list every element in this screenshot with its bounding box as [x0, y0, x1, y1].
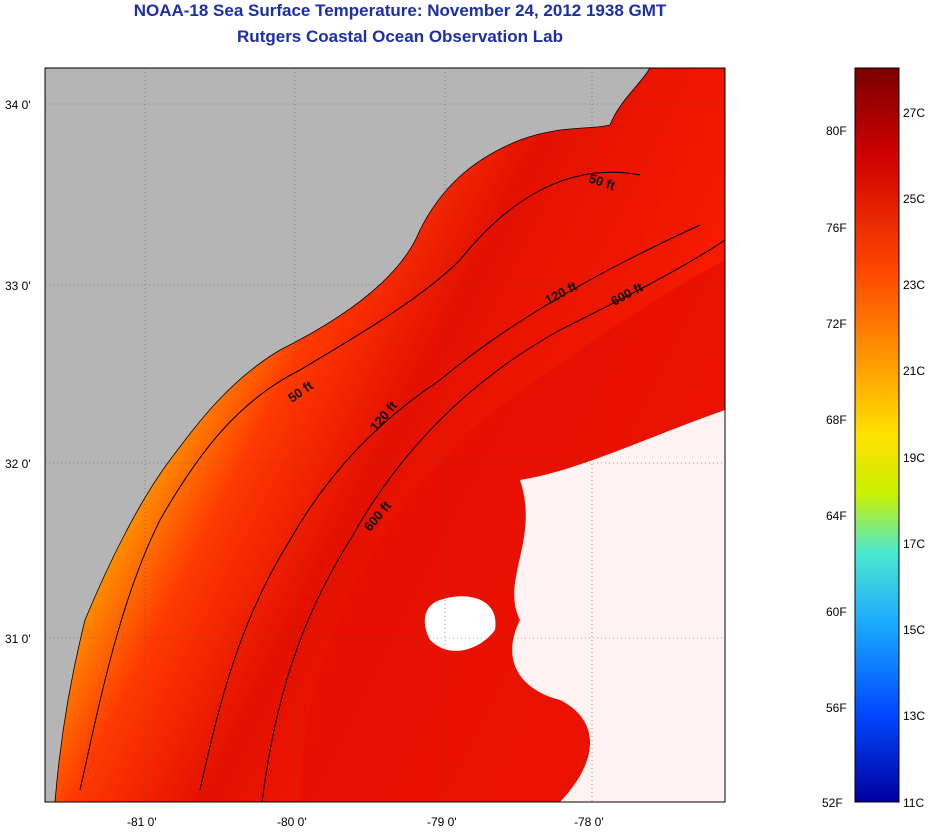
colorbar-c-13: 13C: [903, 709, 925, 723]
lon-label-79: -79 0': [427, 815, 457, 829]
colorbar-c-11: 11C: [903, 796, 924, 810]
colorbar-c-21: 21C: [903, 364, 925, 378]
colorbar-c-19: 19C: [903, 451, 925, 465]
lon-label-80: -80 0': [277, 815, 307, 829]
contour-600ft: [261, 239, 725, 802]
colorbar-f-68: 68F: [826, 413, 847, 427]
lat-label-33: 33 0': [5, 279, 31, 293]
colorbar-f-80: 80F: [826, 124, 847, 138]
contour-120ft: [199, 224, 701, 791]
map-title: NOAA-18 Sea Surface Temperature: Novembe…: [133, 1, 667, 20]
colorbar-c-27: 27C: [903, 106, 925, 120]
colorbar-f-60: 60F: [826, 605, 847, 619]
colorbar-f-64: 64F: [826, 509, 847, 523]
colorbar-c-15: 15C: [903, 623, 925, 637]
contour-50ft: [79, 171, 641, 791]
lon-label-78: -78 0': [574, 815, 604, 829]
land: [45, 68, 651, 802]
lon-label-81: -81 0': [127, 815, 157, 829]
colorbar-c-23: 23C: [903, 278, 925, 292]
lat-label-31: 31 0': [5, 632, 31, 646]
lat-label-34: 34 0': [5, 98, 31, 112]
colorbar-f-72: 72F: [826, 317, 847, 331]
cloud-cover-small: [424, 596, 496, 651]
cloud-cover: [512, 410, 725, 802]
colorbar-c-17: 17C: [903, 537, 925, 551]
map-subtitle: Rutgers Coastal Ocean Observation Lab: [237, 27, 563, 46]
colorbar-f-56: 56F: [826, 701, 847, 715]
grid-lines: [45, 68, 725, 802]
colorbar-c-25: 25C: [903, 192, 925, 206]
map-frame: [44, 67, 726, 803]
lat-label-32: 32 0': [5, 457, 31, 471]
colorbar-f-52: 52F: [822, 796, 843, 810]
colorbar: [854, 67, 900, 803]
colorbar-f-76: 76F: [826, 221, 847, 235]
